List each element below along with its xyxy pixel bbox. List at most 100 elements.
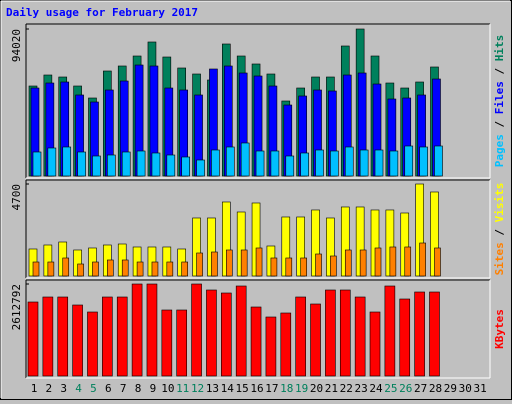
legend-entry: Sites [493, 242, 506, 275]
x-tick-label: 17 [265, 382, 278, 395]
bar [374, 149, 384, 177]
bar [315, 253, 322, 277]
bar [330, 150, 339, 177]
bar [325, 289, 336, 377]
x-tick-label: 4 [75, 382, 82, 395]
x-tick-label: 1 [31, 382, 38, 395]
bar [384, 285, 396, 377]
bar [389, 150, 399, 177]
bar [176, 309, 187, 377]
bar [419, 146, 428, 177]
bar [330, 255, 337, 277]
legend-separator: / [493, 222, 506, 242]
bar [161, 309, 173, 377]
bar [280, 312, 292, 377]
bar [121, 151, 131, 177]
bar [255, 247, 263, 277]
x-tick-label: 26 [399, 382, 412, 395]
bar [265, 316, 277, 377]
bar [235, 285, 247, 377]
legend: Pages / Files / Hits [493, 35, 506, 168]
bar [146, 283, 158, 377]
bar [191, 283, 202, 377]
x-tick-label: 6 [105, 382, 112, 395]
bar [374, 247, 382, 277]
x-tick-label: 15 [236, 382, 249, 395]
x-tick-label: 18 [280, 382, 293, 395]
x-tick-label: 16 [250, 382, 263, 395]
bar [151, 152, 161, 177]
bar [136, 261, 144, 277]
legend-entry: Files [493, 81, 506, 114]
y-tick-label: 4700 [10, 184, 23, 211]
bar [92, 155, 101, 177]
bar [77, 263, 84, 277]
bar [255, 150, 265, 177]
bar [404, 246, 412, 277]
bar [77, 151, 86, 177]
bar [131, 283, 143, 377]
bar [47, 147, 57, 177]
legend-separator: / [493, 114, 506, 134]
bar [47, 261, 55, 277]
legend-entry: Visits [493, 183, 506, 223]
bar [300, 152, 309, 177]
bar [136, 150, 146, 177]
x-tick-label: 13 [206, 382, 219, 395]
chart-title: Daily usage for February 2017 [6, 6, 198, 19]
bar [121, 259, 129, 277]
bar [429, 291, 440, 377]
bar [166, 154, 176, 177]
x-tick-label: 14 [221, 382, 235, 395]
bar [206, 289, 217, 377]
x-tick-label: 24 [369, 382, 383, 395]
bar [369, 311, 381, 377]
bar [181, 261, 188, 277]
bar [434, 247, 441, 277]
bar [166, 261, 174, 277]
bar [57, 296, 69, 377]
bar [221, 292, 232, 377]
bar [42, 296, 54, 377]
x-tick-label: 19 [295, 382, 308, 395]
x-tick-label: 5 [90, 382, 97, 395]
bar [151, 261, 159, 277]
x-tick-label: 31 [473, 382, 486, 395]
bar [72, 304, 83, 377]
bar [344, 146, 354, 177]
x-tick-label: 25 [384, 382, 397, 395]
bar [295, 296, 306, 377]
x-tick-label: 12 [191, 382, 204, 395]
legend-entry: Hits [493, 35, 506, 62]
bar [285, 155, 295, 177]
bar [285, 257, 293, 277]
y-tick-label: 2612792 [10, 284, 23, 330]
legend-entry: Pages [493, 134, 506, 167]
bar [102, 296, 113, 377]
bar [116, 296, 128, 377]
bar [344, 249, 352, 277]
x-tick-label: 20 [310, 382, 323, 395]
x-tick-label: 22 [340, 382, 353, 395]
bar [389, 246, 397, 277]
bar [270, 257, 278, 277]
legend-entry: KBytes [493, 309, 506, 349]
bar [27, 301, 39, 377]
bar [32, 261, 40, 277]
x-tick-label: 3 [60, 382, 67, 395]
x-tick-label: 2 [46, 382, 53, 395]
bar [196, 159, 205, 177]
y-tick-label: 94020 [10, 29, 23, 62]
bar [404, 145, 414, 177]
bar [354, 296, 366, 377]
bar [419, 242, 426, 277]
bar [414, 291, 425, 377]
bar [359, 149, 369, 177]
legend: KBytes [493, 309, 506, 349]
x-tick-label: 7 [120, 382, 127, 395]
bar [32, 151, 42, 177]
legend: Sites / Visits [493, 183, 506, 276]
bar [181, 156, 190, 177]
